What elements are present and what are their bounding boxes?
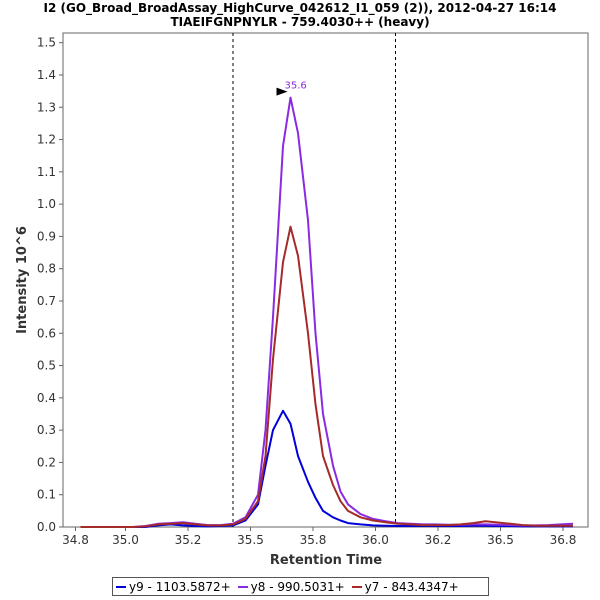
y-tick-label: 1.5: [37, 36, 56, 50]
legend-swatch: [237, 585, 248, 588]
x-tick-label: 36.2: [425, 533, 452, 547]
legend-item: y8 - 990.5031+: [237, 579, 345, 594]
chart-subtitle: TIAEIFGNPNYLR - 759.4030++ (heavy): [170, 15, 430, 29]
y-tick-label: 0.7: [37, 294, 56, 308]
x-tick-label: 34.8: [62, 533, 89, 547]
x-tick-label: 36.8: [550, 533, 577, 547]
x-tick-label: 35.0: [112, 533, 139, 547]
series-line-3: [80, 225, 573, 528]
y-tick-label: 0.1: [37, 488, 56, 502]
x-tick-label: 35.5: [237, 533, 264, 547]
legend-label: y9 - 1103.5872+: [129, 579, 231, 594]
y-tick-label: 0.4: [37, 391, 56, 405]
y-tick-label: 0.0: [37, 520, 56, 534]
y-tick-label: 1.2: [37, 133, 56, 147]
x-tick-label: 35.2: [175, 533, 202, 547]
y-tick-label: 0.9: [37, 229, 56, 243]
peak-pointer-icon: [276, 87, 288, 96]
plot-area: [62, 32, 589, 528]
y-tick-label: 0.6: [37, 326, 56, 340]
chart-title: I2 (GO_Broad_BroadAssay_HighCurve_042612…: [43, 1, 557, 15]
y-tick-label: 1.4: [37, 68, 56, 82]
legend-swatch: [116, 585, 126, 588]
legend-item: y7 - 843.4347+: [351, 579, 459, 594]
y-tick-label: 0.5: [37, 359, 56, 373]
legend-item: y9 - 1103.5872+: [116, 580, 231, 594]
peak-label: 35.6: [285, 81, 307, 92]
y-axis-title: Intensity 10^6: [15, 226, 30, 334]
legend-label: y7 - 843.4347+: [364, 579, 459, 594]
x-tick-label: 36.0: [362, 533, 389, 547]
y-tick-label: 0.2: [37, 455, 56, 469]
legend: y9 - 1103.5872+ y8 - 990.5031+ y7 - 843.43…: [112, 577, 489, 596]
y-tick-label: 1.1: [37, 165, 56, 179]
legend-swatch: [351, 585, 362, 588]
y-tick-label: 0.8: [37, 262, 56, 276]
x-tick-label: 35.8: [300, 533, 327, 547]
y-tick-label: 1.3: [37, 100, 56, 114]
legend-label: y8 - 990.5031+: [250, 579, 345, 594]
x-axis-title: Retention Time: [270, 553, 382, 568]
y-tick-label: 0.3: [37, 423, 56, 437]
x-tick-label: 36.5: [487, 533, 514, 547]
y-tick-label: 1.0: [37, 197, 56, 211]
